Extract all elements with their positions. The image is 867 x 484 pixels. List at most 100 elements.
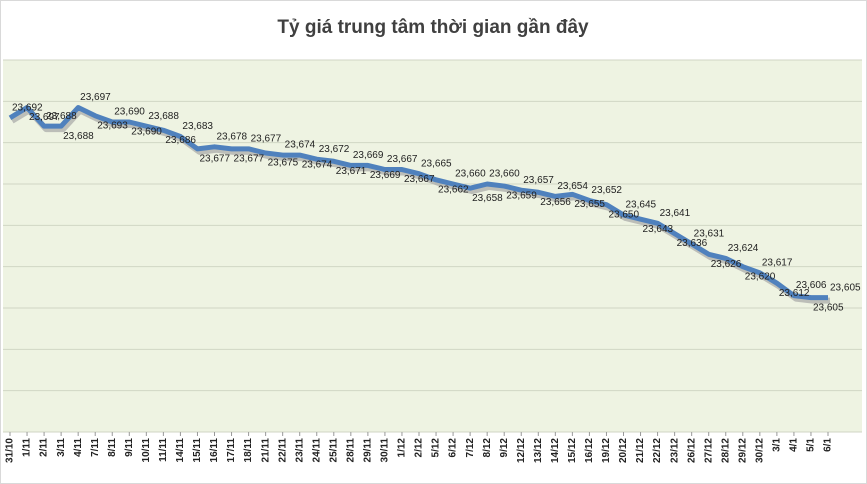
x-tick-label: 29/11 <box>363 438 374 463</box>
data-label: 23,692 <box>12 103 43 114</box>
data-label: 23,677 <box>199 154 230 165</box>
x-tick-label: 3/11 <box>56 438 67 457</box>
x-tick-label: 28/12 <box>720 438 731 463</box>
x-tick-label: 8/11 <box>107 438 118 457</box>
x-tick-label: 21/11 <box>260 438 271 463</box>
data-label: 23,605 <box>830 282 861 293</box>
x-tick-label: 10/11 <box>141 438 152 463</box>
data-label: 23,612 <box>779 288 810 299</box>
x-tick-label: 18/11 <box>243 438 254 463</box>
data-label: 23,665 <box>421 158 452 169</box>
data-label: 23,654 <box>557 181 588 192</box>
x-tick-label: 8/12 <box>482 438 493 458</box>
data-label: 23,667 <box>404 174 435 185</box>
data-label: 23,686 <box>165 135 196 146</box>
x-tick-label: 9/11 <box>124 438 135 457</box>
data-label: 23,662 <box>438 185 469 196</box>
data-label: 23,688 <box>63 131 94 142</box>
x-tick-label: 15/11 <box>192 438 203 463</box>
x-tick-label: 16/12 <box>584 438 595 463</box>
chart-title: Tỷ giá trung tâm thời gian gần đây <box>277 17 589 38</box>
data-label: 23,675 <box>268 158 299 169</box>
x-tick-label: 30/11 <box>380 438 391 463</box>
data-label: 23,606 <box>796 280 827 291</box>
data-label: 23,636 <box>677 238 708 249</box>
x-tick-label: 5/1 <box>806 438 817 452</box>
x-tick-label: 26/12 <box>686 438 697 463</box>
data-label: 23,617 <box>762 258 793 269</box>
data-label: 23,688 <box>46 111 77 122</box>
data-label: 23,620 <box>745 271 776 282</box>
x-tick-label: 14/11 <box>175 438 186 463</box>
x-tick-label: 3/1 <box>772 438 783 452</box>
x-tick-label: 31/10 <box>5 438 16 463</box>
x-tick-label: 21/12 <box>635 438 646 463</box>
x-tick-label: 15/12 <box>567 438 578 463</box>
data-label: 23,605 <box>813 302 844 313</box>
x-tick-label: 9/12 <box>499 438 510 458</box>
data-label: 23,631 <box>694 229 725 240</box>
x-tick-label: 14/12 <box>550 438 561 463</box>
x-tick-label: 6/1 <box>823 438 834 452</box>
data-label: 23,690 <box>114 107 145 118</box>
data-label: 23,697 <box>29 112 60 123</box>
x-tick-label: 2/11 <box>39 438 50 457</box>
x-tick-label: 1/12 <box>397 438 408 458</box>
line <box>8 105 828 301</box>
data-label: 23,643 <box>643 224 674 235</box>
data-label: 23,660 <box>455 169 486 180</box>
data-label: 23,624 <box>728 243 759 254</box>
x-tick-label: 5/12 <box>431 438 442 458</box>
data-label: 23,657 <box>523 175 554 186</box>
x-tick-label: 20/12 <box>618 438 629 463</box>
x-tick-label: 22/11 <box>277 438 288 463</box>
x-tick-label: 28/11 <box>345 438 356 463</box>
x-tick-label: 24/11 <box>311 438 322 463</box>
x-tick-label: 12/12 <box>516 438 527 463</box>
data-label: 23,660 <box>489 169 520 180</box>
x-tick-label: 16/11 <box>209 438 220 463</box>
x-tick-label: 7/11 <box>90 438 101 457</box>
x-tick-label: 23/11 <box>294 438 305 463</box>
x-tick-label: 6/12 <box>448 438 459 458</box>
data-label: 23,641 <box>660 208 691 219</box>
data-label: 23,674 <box>302 160 333 171</box>
x-tick-label: 7/12 <box>465 438 476 458</box>
x-tick-label: 2/12 <box>414 438 425 458</box>
x-tick-label: 11/11 <box>158 438 169 462</box>
x-tick-label: 4/1 <box>789 438 800 452</box>
data-label: 23,652 <box>591 185 622 196</box>
data-label: 23,671 <box>336 166 367 177</box>
data-label: 23,655 <box>574 199 605 210</box>
data-label: 23,677 <box>251 134 282 145</box>
data-label: 23,688 <box>148 111 179 122</box>
x-tick-label: 13/12 <box>533 438 544 463</box>
data-label: 23,672 <box>319 144 350 155</box>
x-tick-label: 4/11 <box>73 438 84 457</box>
x-tick-label: 17/11 <box>226 438 237 463</box>
data-label: 23,678 <box>217 131 248 142</box>
x-tick-label: 30/12 <box>754 438 765 463</box>
x-tick-label: 19/12 <box>601 438 612 463</box>
x-tick-label: 27/12 <box>703 438 714 463</box>
data-label: 23,690 <box>131 127 162 138</box>
data-label: 23,693 <box>97 120 128 131</box>
data-label: 23,645 <box>626 200 657 211</box>
data-label: 23,656 <box>540 197 571 208</box>
data-label: 23,667 <box>387 154 418 165</box>
x-tick-label: 29/12 <box>737 438 748 463</box>
data-label: 23,658 <box>472 193 503 204</box>
x-tick-label: 23/12 <box>669 438 680 463</box>
data-label: 23,674 <box>285 140 316 151</box>
data-label: 23,669 <box>370 170 401 181</box>
plot-area <box>3 60 862 432</box>
data-label: 23,669 <box>353 150 384 161</box>
data-label: 23,626 <box>711 259 742 270</box>
data-label: 23,659 <box>506 191 537 202</box>
x-tick-label: 22/12 <box>652 438 663 463</box>
x-tick-label: 25/11 <box>328 438 339 463</box>
data-label: 23,650 <box>608 209 639 220</box>
data-label: 23,697 <box>80 92 111 103</box>
x-tick-label: 1/11 <box>22 438 33 457</box>
